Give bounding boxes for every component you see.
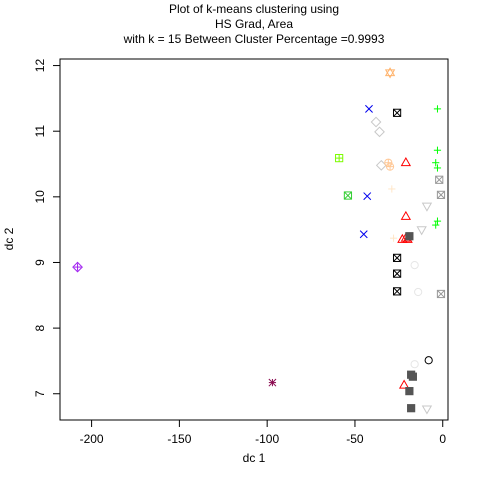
x-axis: -200 -150 -100 -50 0 [80, 419, 446, 446]
y-axis: 7 8 9 10 11 12 [33, 59, 61, 397]
y-tick-label: 11 [33, 125, 47, 138]
data-point [435, 175, 444, 184]
data-point [433, 146, 442, 154]
data-point [432, 159, 440, 167]
data-point [384, 67, 396, 79]
data-point [436, 289, 446, 299]
y-axis-label: dc 2 [2, 227, 16, 250]
data-point [343, 191, 353, 200]
y-tick-label: 8 [33, 324, 47, 331]
data-point [433, 105, 442, 113]
data-point [392, 108, 402, 117]
data-point [414, 287, 423, 297]
data-point [421, 202, 433, 212]
data-point [424, 356, 433, 365]
data-point [398, 379, 410, 389]
data-point [436, 190, 446, 199]
data-point [359, 230, 368, 239]
data-point [268, 378, 277, 387]
data-point [392, 287, 402, 296]
data-point [405, 232, 414, 241]
data-point [363, 192, 372, 201]
x-tick-label: -150 [167, 432, 191, 446]
data-point [397, 233, 408, 243]
data-point [370, 116, 382, 128]
data-point [421, 405, 433, 415]
plot-frame [59, 58, 449, 421]
data-point [405, 387, 414, 396]
data-point [410, 260, 419, 270]
data-point [385, 162, 395, 171]
x-tick-label: -100 [255, 432, 279, 446]
chart-title-line-3: with k = 15 Between Cluster Percentage =… [123, 32, 385, 46]
y-tick-label: 9 [33, 259, 47, 266]
data-point [389, 234, 398, 242]
data-point [400, 210, 412, 220]
y-tick-label: 10 [33, 190, 47, 204]
data-point [392, 269, 402, 278]
x-tick-label: -200 [80, 432, 104, 446]
data-point [392, 253, 402, 262]
data-point [433, 164, 442, 172]
data-point [432, 221, 440, 229]
data-point [407, 404, 416, 413]
data-point [374, 126, 385, 138]
data-point [388, 185, 396, 193]
data-point [365, 104, 373, 113]
data-point [72, 261, 83, 273]
data-point [408, 372, 417, 381]
x-tick-label: -50 [346, 432, 364, 446]
data-point [416, 226, 427, 236]
y-tick-label: 7 [33, 390, 47, 397]
data-point [433, 217, 442, 225]
data-points [72, 67, 446, 415]
x-tick-label: 0 [439, 432, 446, 446]
data-point [400, 157, 412, 167]
data-point [410, 360, 419, 369]
data-point [335, 154, 344, 163]
x-axis-label: dc 1 [243, 451, 266, 465]
y-tick-label: 12 [33, 59, 47, 73]
chart-title-line-2: HS Grad, Area [215, 17, 293, 31]
chart-title-line-1: Plot of k-means clustering using [169, 2, 339, 16]
